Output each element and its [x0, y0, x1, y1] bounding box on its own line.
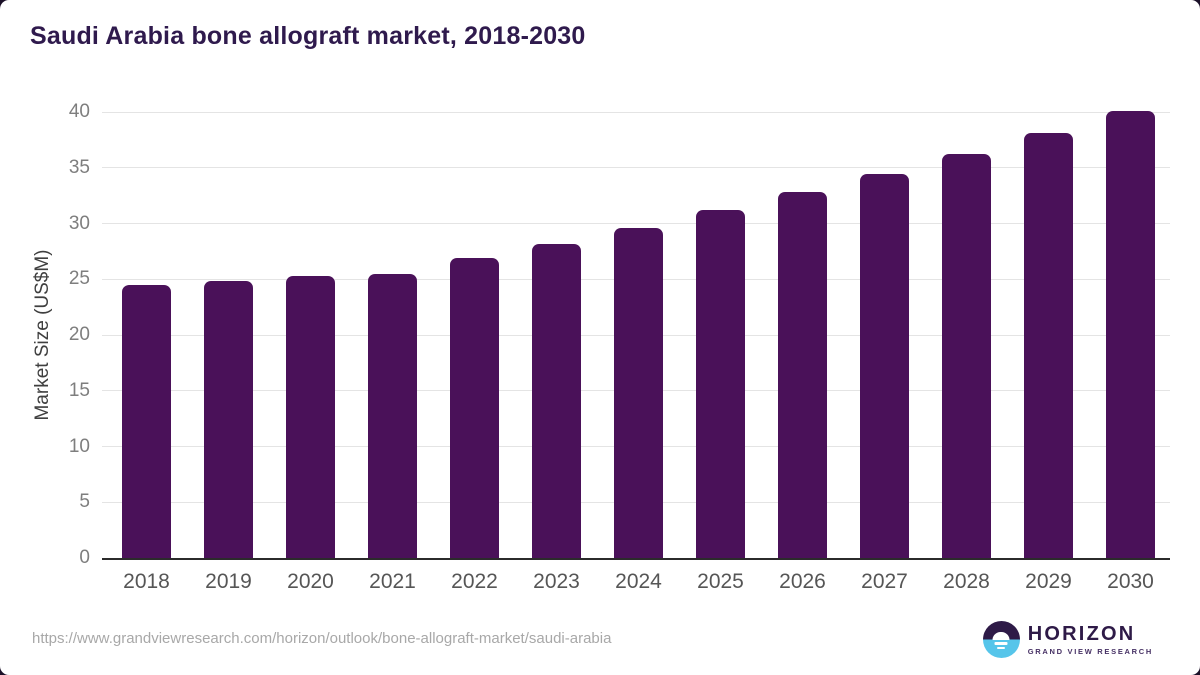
- x-tick-label: 2018: [123, 570, 170, 593]
- bar: [450, 258, 499, 558]
- bar-column: 2023: [532, 112, 581, 593]
- page-title: Saudi Arabia bone allograft market, 2018…: [30, 22, 586, 50]
- bar-column: 2030: [1106, 110, 1155, 593]
- x-tick-label: 2023: [533, 570, 580, 593]
- x-tick-label: 2024: [615, 570, 662, 593]
- bar: [860, 174, 909, 558]
- x-tick-label: 2028: [943, 570, 990, 593]
- gridline: [102, 111, 1170, 113]
- bar: [1024, 133, 1073, 558]
- x-tick-label: 2030: [1107, 570, 1154, 593]
- bar: [122, 284, 171, 558]
- y-tick-label: 30: [68, 212, 90, 234]
- x-tick-label: 2019: [205, 570, 252, 593]
- y-tick-label: 15: [68, 379, 90, 401]
- bar-column: 2024: [614, 112, 663, 593]
- water-reflection-line: [994, 642, 1008, 645]
- x-tick-label: 2021: [369, 570, 416, 593]
- bar-column: 2029: [1024, 112, 1073, 593]
- logo-subtitle: GRAND VIEW RESEARCH: [1027, 646, 1153, 656]
- bar: [204, 281, 253, 558]
- bar-column: 2020: [286, 112, 335, 593]
- bar-column: 2019: [204, 112, 253, 593]
- x-tick-label: 2027: [861, 570, 908, 593]
- bar-column: 2021: [368, 112, 417, 593]
- bar: [614, 227, 663, 558]
- logo-name: HORIZON: [1027, 622, 1136, 645]
- bar-column: 2028: [942, 112, 991, 593]
- logo-text-block: HORIZON GRAND VIEW RESEARCH: [1027, 622, 1153, 656]
- x-tick-label: 2022: [451, 570, 498, 593]
- bar-column: 2027: [860, 112, 909, 593]
- plot-area: 2018 2019 2020 2021 2022 2023 2024 2025 2026 2027…: [102, 110, 1170, 593]
- y-tick-label: 25: [68, 268, 90, 290]
- sunrise-horizon-icon: [982, 621, 1020, 658]
- bar: [1106, 110, 1155, 558]
- gridline: [102, 223, 1170, 224]
- bar: [532, 243, 581, 558]
- bar: [778, 192, 827, 558]
- y-tick-label: 20: [68, 324, 90, 345]
- y-tick-label: 10: [68, 435, 90, 457]
- sun-shape: [992, 631, 1010, 640]
- y-tick-label: 35: [68, 156, 90, 178]
- bar: [696, 210, 745, 558]
- bar: [286, 275, 335, 558]
- bar-column: 2018: [122, 112, 171, 593]
- water-reflection-line: [997, 646, 1006, 649]
- x-tick-label: 2026: [779, 570, 826, 593]
- bar: [368, 273, 417, 558]
- x-tick-label: 2020: [287, 570, 334, 593]
- bar-column: 2025: [696, 112, 745, 593]
- source-url: https://www.grandviewresearch.com/horizo…: [32, 630, 612, 647]
- bar-column: 2026: [778, 112, 827, 593]
- y-axis-tick-labels: 0 5 10 15 20 25 30 35 40: [30, 101, 90, 568]
- y-tick-label: 40: [68, 101, 90, 122]
- gridline: [102, 167, 1170, 169]
- x-tick-label: 2025: [697, 570, 744, 593]
- horizon-logo: HORIZON GRAND VIEW RESEARCH: [982, 621, 1153, 658]
- y-tick-label: 0: [79, 547, 90, 568]
- bar-column: 2022: [450, 112, 499, 593]
- x-tick-label: 2029: [1025, 570, 1072, 593]
- bars-container: 2018 2019 2020 2021 2022 2023 2024 2025 2026 2027…: [102, 110, 1170, 593]
- y-tick-label: 5: [79, 491, 90, 513]
- bar: [942, 154, 991, 558]
